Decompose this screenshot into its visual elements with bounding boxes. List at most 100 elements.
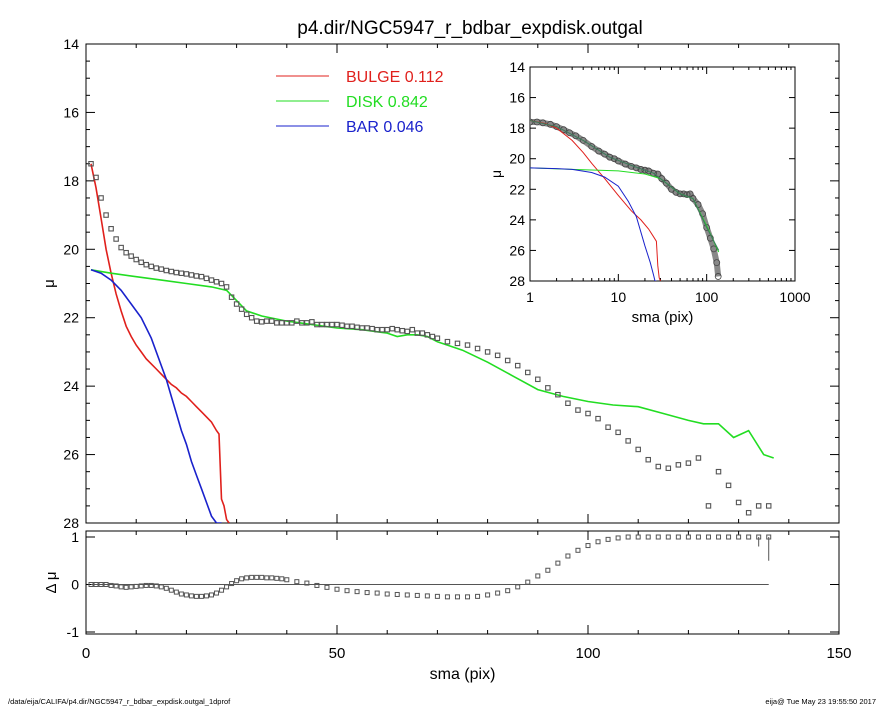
residual-data-point (675, 534, 681, 540)
footer-right: eija@ Tue May 23 19:55:50 2017 (765, 697, 876, 706)
main-data-point (575, 407, 581, 413)
inset-frame (529, 66, 796, 282)
main-data-point (238, 306, 245, 312)
residual-data-point (264, 575, 270, 581)
inset-data-point (641, 166, 649, 174)
legend: BULGE 0.112 DISK 0.842 BAR 0.046 (276, 69, 444, 136)
main-data-point (514, 362, 521, 369)
inset-data-point (694, 201, 702, 208)
main-data-point (263, 318, 270, 324)
inset-data-point (595, 147, 603, 155)
main-y-tick-label: 26 (63, 447, 79, 463)
residual-data-point (193, 593, 199, 599)
residual-data-point (214, 590, 220, 596)
residual-data-point (354, 589, 360, 595)
main-data-point (268, 318, 275, 324)
inset-data-point (703, 224, 711, 231)
residual-data-point (274, 575, 280, 581)
inset-data-point (588, 143, 596, 150)
residual-data-point (314, 582, 320, 588)
inset-x-tick-label: 1000 (779, 289, 810, 305)
main-data-point (494, 352, 501, 359)
residual-x-tick-label: 0 (82, 645, 90, 662)
residual-x-tick-label: 100 (575, 645, 600, 662)
residual-data-point (635, 534, 641, 540)
residual-data-point (123, 584, 129, 590)
main-series-disk (90, 269, 774, 459)
inset-data-point (606, 153, 614, 161)
residual-data-point (404, 592, 410, 598)
residual-data-point (454, 594, 460, 600)
inset-x-axis-label: sma (pix) (632, 309, 694, 326)
main-data-point (253, 318, 260, 324)
residual-data-point (168, 587, 174, 593)
inset-data-point (672, 188, 680, 196)
main-data-point (138, 259, 144, 266)
residual-data-point (384, 591, 390, 597)
residual-data-point (173, 589, 179, 595)
main-y-tick-label: 16 (63, 104, 79, 120)
main-data-point (464, 342, 471, 348)
inset-data-point (689, 195, 697, 202)
residual-data-point (259, 574, 265, 580)
main-data-point (755, 503, 762, 509)
main-data-point (384, 326, 390, 333)
main-data-point (274, 320, 280, 326)
main-data-point (178, 270, 185, 276)
inset-y-tick-label: 16 (509, 90, 525, 106)
residual-data-point (645, 534, 651, 540)
residual-data-point (766, 534, 772, 540)
main-data-point (409, 326, 416, 333)
residual-data-point (148, 582, 154, 588)
residual-data-point (414, 592, 420, 598)
main-data-point (444, 338, 451, 345)
main-data-point (765, 503, 772, 509)
main-data-point (715, 468, 722, 475)
residual-data-point (98, 582, 104, 587)
residual-data-point (465, 594, 471, 600)
main-data-point (399, 327, 406, 334)
main-data-point (645, 456, 651, 463)
inset-y-tick-label: 22 (509, 181, 525, 197)
residual-y-axis-label: Δ μ (43, 571, 60, 593)
inset-data-point (601, 150, 609, 158)
main-data-point (419, 330, 426, 336)
residual-data-point (188, 593, 194, 599)
residual-data-point (595, 539, 601, 545)
residual-data-point (138, 583, 144, 589)
main-data-point (595, 415, 601, 422)
main-data-point (349, 323, 355, 330)
footer-left: /data/eija/CALIFA/p4.dir/NGC5947_r_bdbar… (8, 697, 231, 706)
main-y-tick-label: 14 (63, 36, 79, 52)
main-data-point (279, 320, 285, 326)
residual-y-tick-label: -1 (67, 624, 80, 640)
main-series-bar (90, 269, 222, 523)
main-data-point (364, 325, 370, 331)
residual-data-point (113, 583, 119, 589)
residual-data-point (695, 534, 701, 540)
main-data-point (424, 332, 431, 338)
residual-frame (85, 530, 840, 635)
main-data-point (685, 460, 692, 466)
main-data-point (309, 319, 315, 325)
main-data-point (474, 345, 481, 352)
main-panel: 14 16 18 20 22 24 26 28 μ (41, 36, 840, 531)
residual-data-point (505, 588, 511, 594)
residual-data-point (284, 577, 290, 583)
main-data-point (695, 455, 702, 461)
inset-x-tick-label: 10 (611, 289, 627, 305)
main-data-point (153, 265, 160, 271)
residual-data-point (736, 534, 742, 540)
residual-data-point (118, 584, 124, 590)
inset-data-point (714, 273, 722, 280)
inset-data-point (662, 179, 670, 187)
residual-data-point (475, 593, 481, 599)
main-data-point (213, 279, 220, 285)
inset-series-bulge (530, 120, 661, 281)
main-data-point (354, 324, 360, 331)
main-data-point (329, 321, 335, 328)
residual-y-tick-label: 0 (71, 577, 79, 593)
inset-y-tick-label: 14 (509, 59, 525, 75)
residual-data-point (434, 593, 440, 599)
